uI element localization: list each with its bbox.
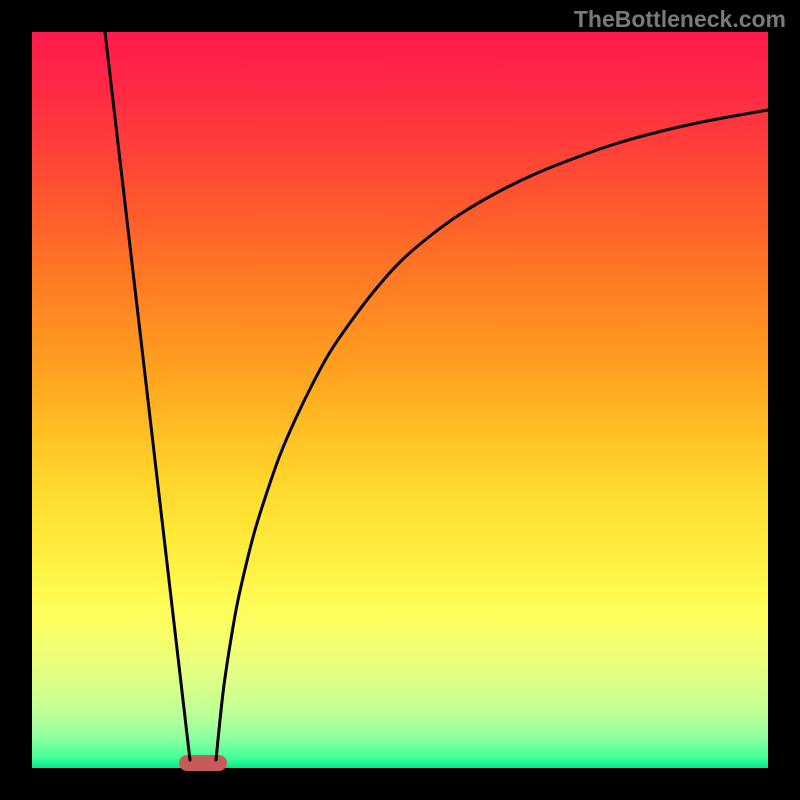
chart-svg bbox=[0, 0, 800, 800]
watermark-text: TheBottleneck.com bbox=[574, 6, 786, 33]
chart-container: TheBottleneck.com bbox=[0, 0, 800, 800]
plot-background bbox=[32, 32, 768, 768]
bottleneck-marker bbox=[179, 755, 227, 771]
